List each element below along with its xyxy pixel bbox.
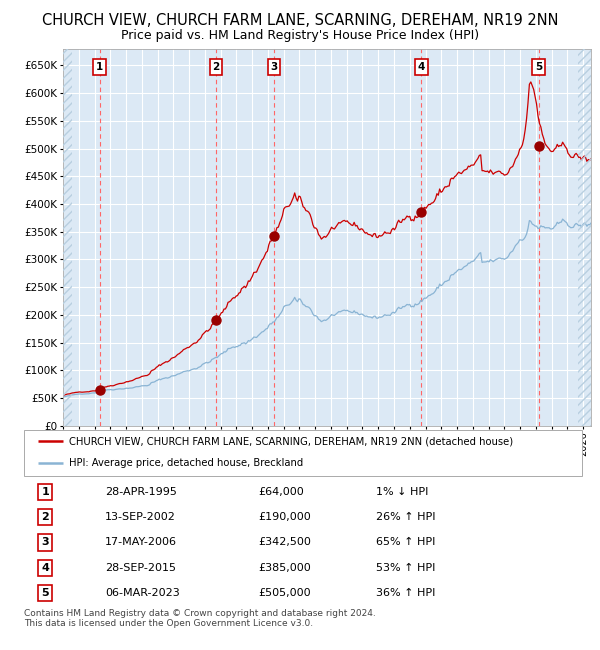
Text: 1: 1 — [41, 487, 49, 497]
Text: £505,000: £505,000 — [259, 588, 311, 598]
Bar — [63, 49, 73, 426]
Text: 06-MAR-2023: 06-MAR-2023 — [105, 588, 179, 598]
Text: CHURCH VIEW, CHURCH FARM LANE, SCARNING, DEREHAM, NR19 2NN (detached house): CHURCH VIEW, CHURCH FARM LANE, SCARNING,… — [68, 436, 513, 446]
Text: 1% ↓ HPI: 1% ↓ HPI — [376, 487, 428, 497]
Bar — [578, 49, 591, 426]
Text: 5: 5 — [535, 62, 542, 72]
Text: £64,000: £64,000 — [259, 487, 304, 497]
Text: 3: 3 — [270, 62, 278, 72]
Text: CHURCH VIEW, CHURCH FARM LANE, SCARNING, DEREHAM, NR19 2NN: CHURCH VIEW, CHURCH FARM LANE, SCARNING,… — [42, 13, 558, 28]
Text: 5: 5 — [41, 588, 49, 598]
Text: 13-SEP-2002: 13-SEP-2002 — [105, 512, 176, 522]
Text: 65% ↑ HPI: 65% ↑ HPI — [376, 538, 435, 547]
Text: Price paid vs. HM Land Registry's House Price Index (HPI): Price paid vs. HM Land Registry's House … — [121, 29, 479, 42]
Text: 26% ↑ HPI: 26% ↑ HPI — [376, 512, 435, 522]
Text: 2: 2 — [41, 512, 49, 522]
Text: 4: 4 — [418, 62, 425, 72]
Text: 1: 1 — [96, 62, 103, 72]
Text: 36% ↑ HPI: 36% ↑ HPI — [376, 588, 435, 598]
Text: £190,000: £190,000 — [259, 512, 311, 522]
Text: £385,000: £385,000 — [259, 563, 311, 573]
Text: £342,500: £342,500 — [259, 538, 311, 547]
Text: 17-MAY-2006: 17-MAY-2006 — [105, 538, 177, 547]
Text: Contains HM Land Registry data © Crown copyright and database right 2024.
This d: Contains HM Land Registry data © Crown c… — [24, 609, 376, 629]
Text: 28-APR-1995: 28-APR-1995 — [105, 487, 177, 497]
Text: HPI: Average price, detached house, Breckland: HPI: Average price, detached house, Brec… — [68, 458, 303, 468]
Text: 28-SEP-2015: 28-SEP-2015 — [105, 563, 176, 573]
Text: 3: 3 — [41, 538, 49, 547]
Text: 53% ↑ HPI: 53% ↑ HPI — [376, 563, 435, 573]
Text: 2: 2 — [212, 62, 220, 72]
Text: 4: 4 — [41, 563, 49, 573]
